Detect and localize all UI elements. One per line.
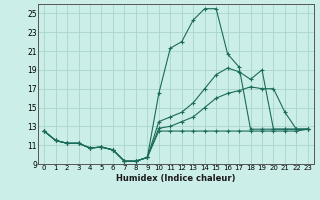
X-axis label: Humidex (Indice chaleur): Humidex (Indice chaleur) — [116, 174, 236, 183]
